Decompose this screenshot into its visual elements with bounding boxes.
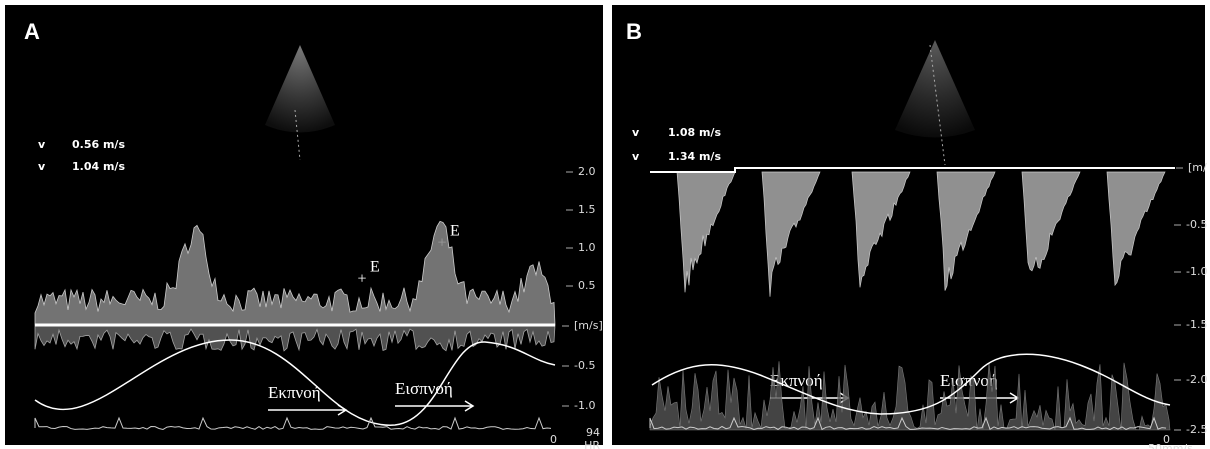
doppler-noise <box>649 361 1171 431</box>
footer-label: 0 <box>550 433 557 446</box>
scale-label: -1.0 <box>1186 265 1207 278</box>
doppler-spike <box>1106 171 1166 287</box>
footer-label: 0 <box>1163 433 1170 446</box>
scale-label: -2.5 <box>1186 423 1207 436</box>
respiration-curve <box>34 339 556 426</box>
sector-image-a <box>265 45 335 133</box>
ecg-trace <box>34 416 552 430</box>
marker-label: E <box>370 259 380 276</box>
scale-label: [m/ <box>1188 161 1207 174</box>
doppler-spike <box>676 171 736 293</box>
marker-plus: + <box>357 271 366 288</box>
cursor-line <box>929 44 946 166</box>
scale-label: -2.0 <box>1186 373 1207 386</box>
doppler-spike <box>936 171 996 291</box>
ecg-trace <box>649 416 1167 431</box>
sector-image-b <box>895 40 975 138</box>
footer-label: 50mm/s <box>1148 442 1193 449</box>
footer-label: HR <box>584 439 600 449</box>
doppler-spike <box>1021 171 1081 272</box>
doppler-spike <box>851 171 911 288</box>
panel-label: B <box>626 19 642 44</box>
scale-label: -1.0 <box>574 399 595 412</box>
doppler-spike <box>761 171 821 297</box>
scale-label: 2.0 <box>578 165 596 178</box>
baseline <box>650 167 1175 173</box>
panel-label: A <box>24 19 40 44</box>
measurement-value: 1.08 m/s <box>668 126 721 139</box>
respiration-curve <box>651 353 1171 415</box>
scale-label: -0.5 <box>574 359 595 372</box>
measurement-symbol: v <box>38 138 46 151</box>
scale-label: 1.5 <box>578 203 596 216</box>
phase-arrow <box>395 400 475 412</box>
measurement-symbol: v <box>38 160 46 173</box>
scale-label: 1.0 <box>578 241 596 254</box>
measurement-value: 1.04 m/s <box>72 160 125 173</box>
measurement-symbol: v <box>632 150 640 163</box>
phase-label: Εισπνοή <box>395 379 453 398</box>
cursor-line <box>294 109 301 161</box>
phase-label: Εκπνοή <box>268 383 321 402</box>
marker-label: E <box>450 223 460 240</box>
doppler-signal <box>34 324 556 352</box>
scale-label: -1.5 <box>1186 318 1207 331</box>
measurement-value: 1.34 m/s <box>668 150 721 163</box>
measurement-value: 0.56 m/s <box>72 138 125 151</box>
doppler-signal <box>34 220 556 326</box>
scale-label: [m/s] <box>574 319 603 332</box>
footer-label: 94 <box>586 426 600 439</box>
scale-label: 0.5 <box>578 279 596 292</box>
measurement-symbol: v <box>632 126 640 139</box>
scale-label: -0.5 <box>1186 218 1207 231</box>
